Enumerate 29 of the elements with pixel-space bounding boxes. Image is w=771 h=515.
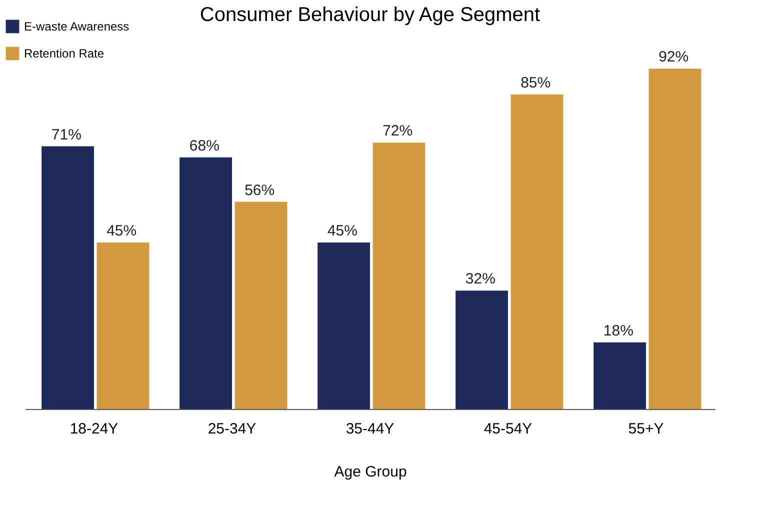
bar bbox=[648, 68, 702, 409]
bar bbox=[180, 157, 232, 409]
x-tick-label: 35-44Y bbox=[346, 420, 394, 438]
data-label: 32% bbox=[465, 270, 496, 288]
data-label: 85% bbox=[520, 74, 551, 92]
data-label: 56% bbox=[244, 182, 275, 199]
legend-label: Retention Rate bbox=[24, 46, 104, 60]
data-label: 45% bbox=[106, 222, 137, 240]
bar bbox=[372, 142, 426, 409]
legend-label: E-waste Awareness bbox=[24, 20, 130, 34]
bar bbox=[510, 94, 564, 409]
bar bbox=[234, 202, 288, 409]
chart-title: Consumer Behaviour by Age Segment bbox=[200, 4, 541, 26]
data-label: 68% bbox=[189, 137, 220, 154]
data-label: 92% bbox=[658, 48, 689, 66]
x-tick-label: 25-34Y bbox=[208, 420, 256, 438]
bar bbox=[96, 242, 150, 409]
data-label: 45% bbox=[327, 222, 358, 240]
x-tick-label: 45-54Y bbox=[484, 420, 532, 438]
data-label: 72% bbox=[382, 122, 413, 140]
data-label: 71% bbox=[51, 126, 82, 144]
bar bbox=[318, 242, 370, 409]
data-label: 18% bbox=[603, 322, 634, 340]
x-axis-title: Age Group bbox=[334, 464, 407, 480]
bar bbox=[42, 146, 94, 409]
bar bbox=[456, 290, 508, 409]
x-tick-label: 55+Y bbox=[628, 420, 664, 438]
x-tick-label: 18-24Y bbox=[70, 420, 118, 438]
bar bbox=[594, 342, 646, 409]
